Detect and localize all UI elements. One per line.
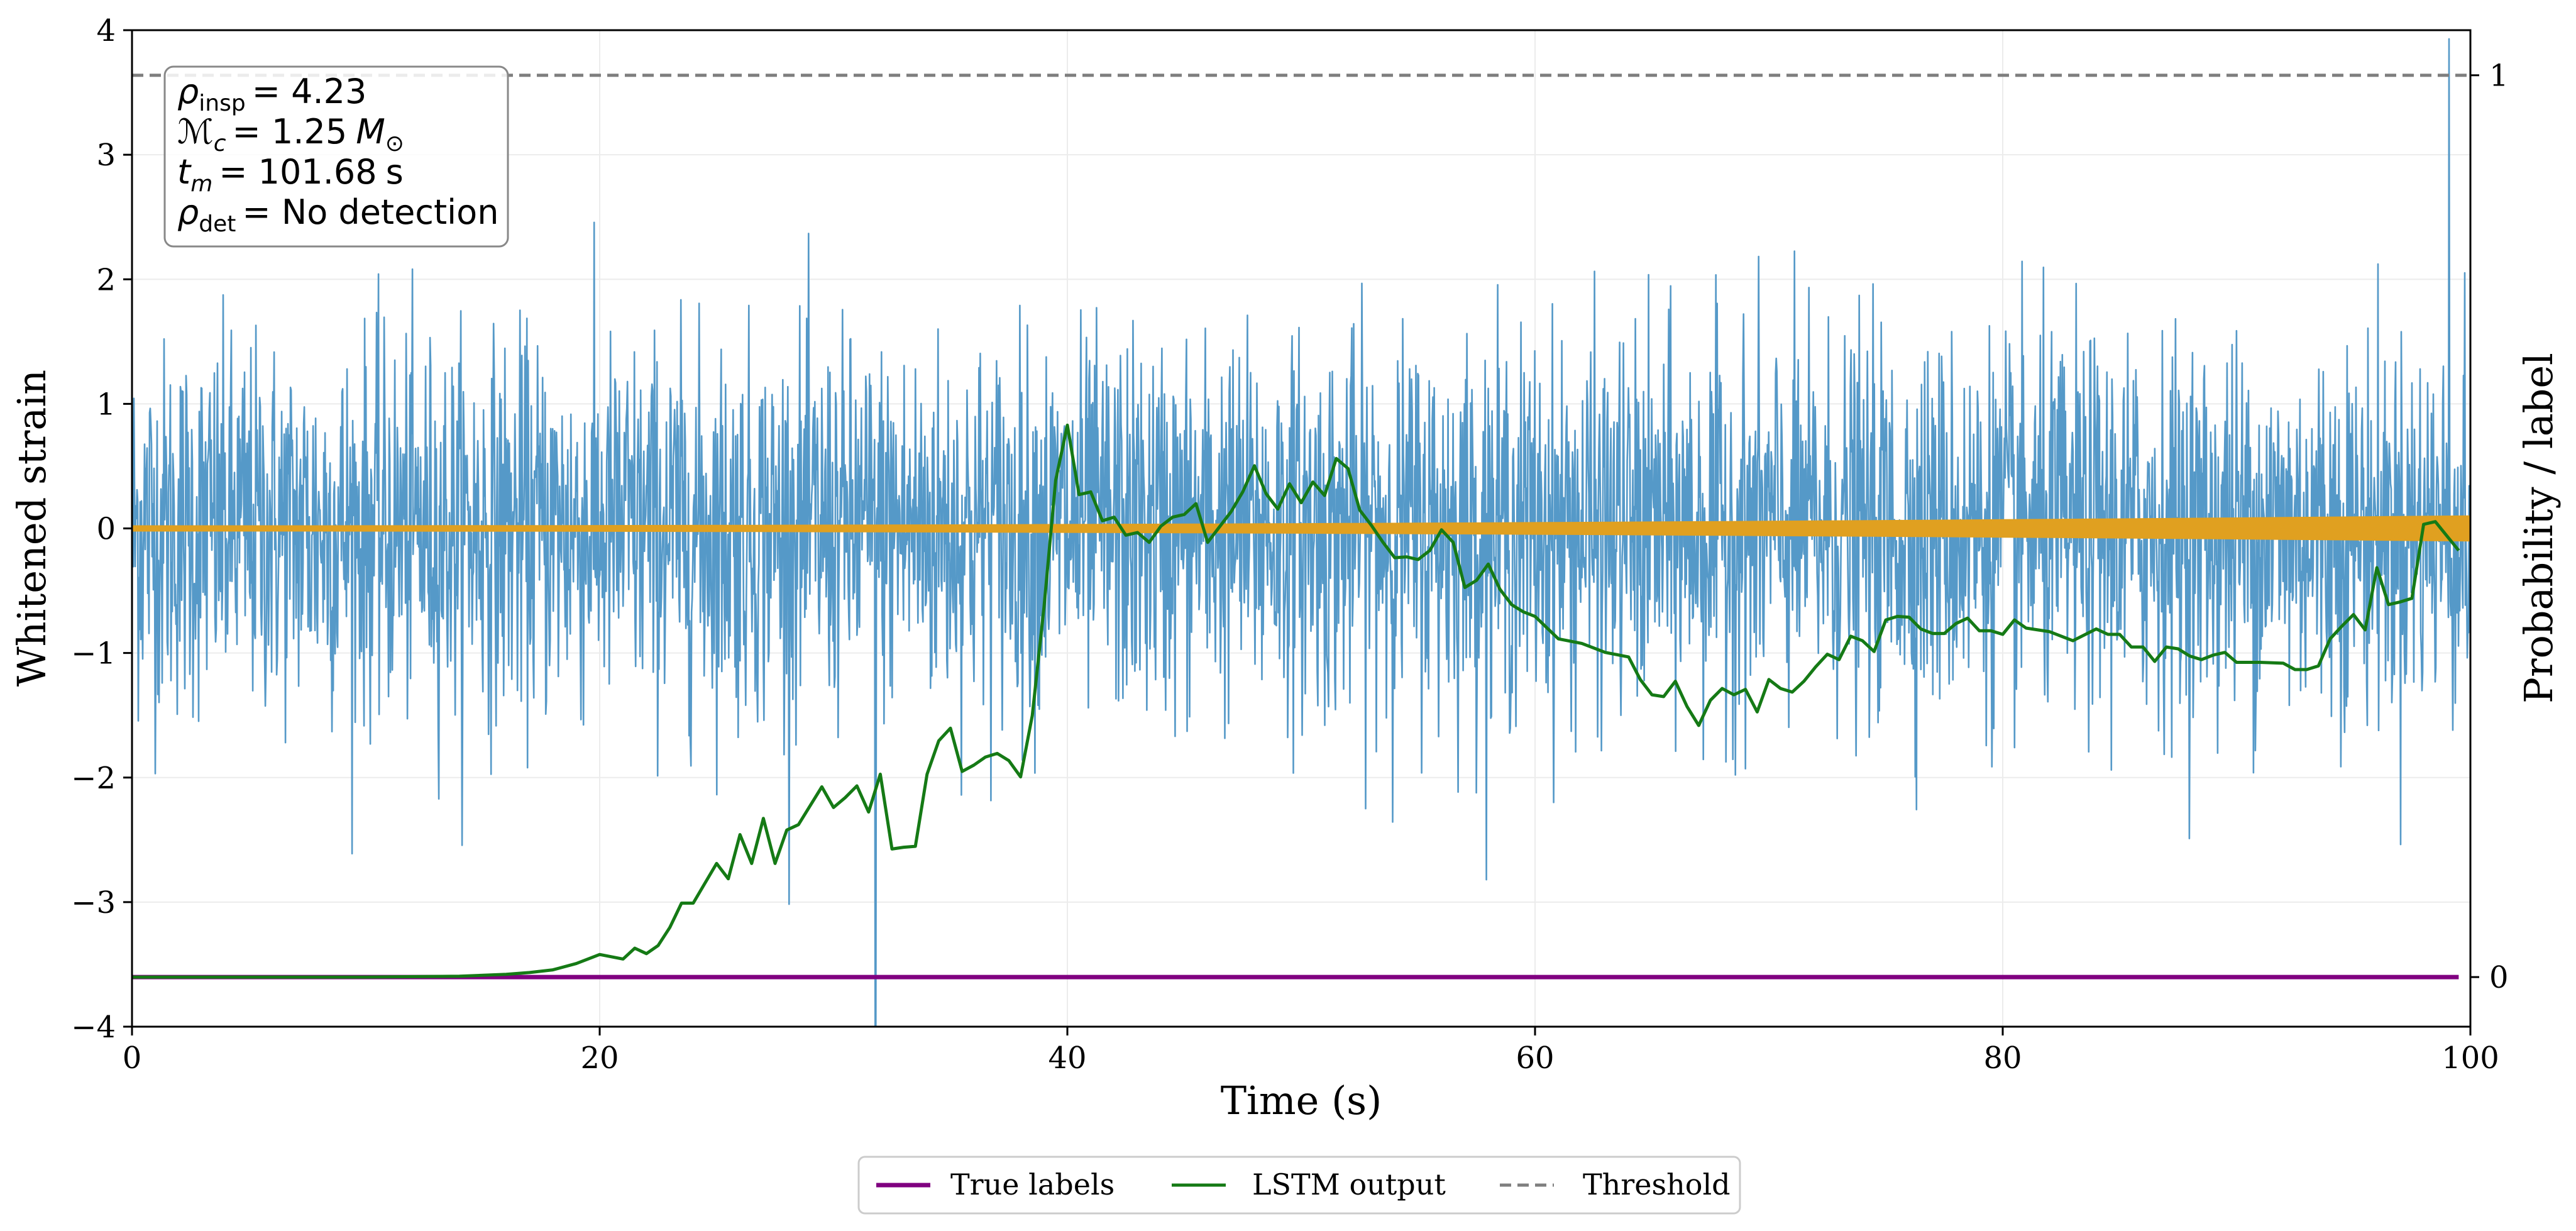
strain-series [131,38,2472,1028]
legend-label-threshold: Threshold [1583,1168,1731,1201]
y-axis-label: Whitened strain [9,370,55,687]
y-tick-label-2: −2 [71,761,116,796]
y-tick-label-1: −3 [71,885,116,920]
y-tick-label-8: 4 [96,13,116,48]
legend-label-true-labels: True labels [950,1168,1115,1201]
y-tick-label-3: −1 [71,636,116,671]
annotation-rho-det: ρdet = No detection [177,192,498,237]
y-tick-label-4: 0 [96,512,116,547]
annotation-rho-insp: ρinsp = 4.23 [177,72,366,116]
right-tick-label-1: 1 [2489,58,2509,94]
x-axis-ticks: 0 20 40 60 80 100 [123,1027,2499,1076]
x-tick-label-2: 40 [1048,1041,1086,1076]
x-tick-label-1: 20 [580,1041,619,1076]
x-axis-label: Time (s) [1221,1078,1382,1123]
y-axis-ticks: −4 −3 −2 −1 0 1 2 3 4 [71,13,132,1045]
y-tick-label-5: 1 [96,387,116,422]
legend: True labels LSTM output Threshold [857,1156,1741,1215]
legend-label-lstm-output: LSTM output [1252,1168,1446,1201]
annotation-merger-time: tm = 101.68 s [177,152,404,197]
y-tick-label-6: 2 [96,262,116,297]
right-tick-label-0: 0 [2489,960,2509,995]
annotation-frame [163,65,509,248]
series-line-lstm-output [132,423,2460,979]
legend-frame [857,1156,1741,1215]
strain-line [131,38,2472,1028]
y-tick-label-7: 3 [96,138,116,173]
y-tick-label-0: −4 [71,1010,116,1045]
annotation-chirp-mass: ℳc = 1.25 M⊙ [177,112,404,157]
data-series [132,74,2470,980]
x-tick-label-0: 0 [123,1041,142,1076]
annotation-box: ρinsp = 4.23 ℳc = 1.25 M⊙ tm = 101.68 s ρdet =… [163,65,509,248]
x-tick-label-3: 60 [1516,1041,1554,1076]
right-axis-label: Probability / label [2516,353,2562,704]
x-tick-label-5: 100 [2441,1041,2499,1076]
x-tick-label-4: 80 [1983,1041,2022,1076]
right-axis-ticks: 01 [2470,58,2509,995]
